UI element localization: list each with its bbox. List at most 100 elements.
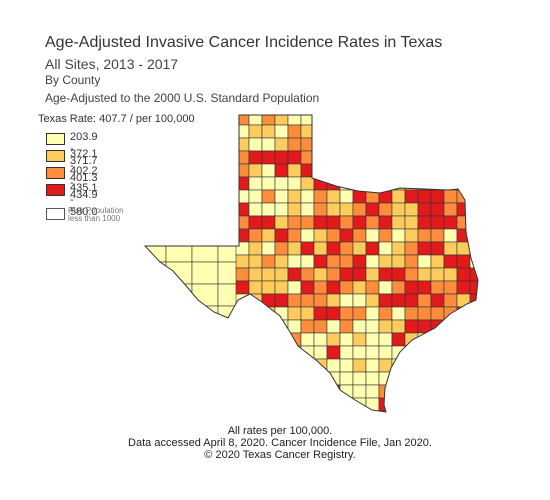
county <box>456 163 471 178</box>
county <box>235 306 250 321</box>
county <box>365 397 380 412</box>
county <box>456 397 471 412</box>
county <box>352 345 367 360</box>
county <box>287 358 302 373</box>
county <box>261 293 276 308</box>
county <box>378 254 393 269</box>
county <box>339 332 354 347</box>
county <box>456 137 471 152</box>
county <box>248 332 263 347</box>
county <box>365 163 380 178</box>
county <box>417 124 432 139</box>
county <box>456 115 471 126</box>
county <box>391 202 406 217</box>
county <box>235 150 250 165</box>
county <box>365 280 380 295</box>
county <box>313 371 328 386</box>
county <box>365 124 380 139</box>
county <box>404 215 419 230</box>
county <box>261 384 276 399</box>
county <box>235 397 250 412</box>
county <box>378 176 393 191</box>
county <box>391 137 406 152</box>
county <box>352 267 367 282</box>
county <box>430 345 445 360</box>
county <box>326 254 341 269</box>
county <box>404 319 419 334</box>
county <box>274 137 289 152</box>
county <box>300 397 315 412</box>
county <box>365 410 380 412</box>
county <box>404 202 419 217</box>
county <box>430 332 445 347</box>
county <box>443 202 458 217</box>
county <box>378 267 393 282</box>
county <box>378 241 393 256</box>
footer: All rates per 100,000. Data accessed Apr… <box>0 425 550 461</box>
county <box>326 293 341 308</box>
county <box>300 371 315 386</box>
county <box>456 202 471 217</box>
county <box>352 215 367 230</box>
county <box>300 332 315 347</box>
county <box>326 241 341 256</box>
county <box>313 332 328 347</box>
county <box>287 228 302 243</box>
county <box>391 358 406 373</box>
county <box>352 306 367 321</box>
county <box>235 115 250 126</box>
county <box>417 358 432 373</box>
county <box>430 189 445 204</box>
county <box>326 163 341 178</box>
county <box>404 397 419 412</box>
county <box>261 124 276 139</box>
legend-swatch-2 <box>46 150 65 162</box>
county <box>339 228 354 243</box>
county <box>274 176 289 191</box>
county <box>235 384 250 399</box>
county <box>274 280 289 295</box>
county <box>352 163 367 178</box>
risk-legend-line-2: less than 1000 <box>68 214 121 223</box>
county <box>313 319 328 334</box>
county <box>443 137 458 152</box>
county <box>430 267 445 282</box>
county <box>417 254 432 269</box>
county <box>456 254 471 269</box>
county <box>456 280 471 295</box>
county <box>443 228 458 243</box>
county <box>261 137 276 152</box>
county <box>430 163 445 178</box>
county <box>287 241 302 256</box>
county <box>365 202 380 217</box>
county <box>261 410 276 412</box>
county <box>378 332 393 347</box>
county <box>391 410 406 412</box>
county <box>248 215 263 230</box>
county <box>300 202 315 217</box>
county <box>261 215 276 230</box>
county <box>352 280 367 295</box>
county <box>339 150 354 165</box>
county <box>391 228 406 243</box>
county <box>365 371 380 386</box>
county <box>248 397 263 412</box>
county <box>326 280 341 295</box>
map-subtitle-standard: Age-Adjusted to the 2000 U.S. Standard P… <box>45 91 320 105</box>
county <box>365 115 380 126</box>
county <box>391 150 406 165</box>
county <box>417 189 432 204</box>
county <box>274 397 289 412</box>
county <box>469 228 478 243</box>
county <box>339 115 354 126</box>
county <box>469 124 478 139</box>
county <box>274 228 289 243</box>
county <box>339 319 354 334</box>
county <box>430 241 445 256</box>
county <box>404 332 419 347</box>
county <box>365 241 380 256</box>
county <box>248 115 263 126</box>
county <box>313 280 328 295</box>
county <box>274 410 289 412</box>
county <box>261 163 276 178</box>
